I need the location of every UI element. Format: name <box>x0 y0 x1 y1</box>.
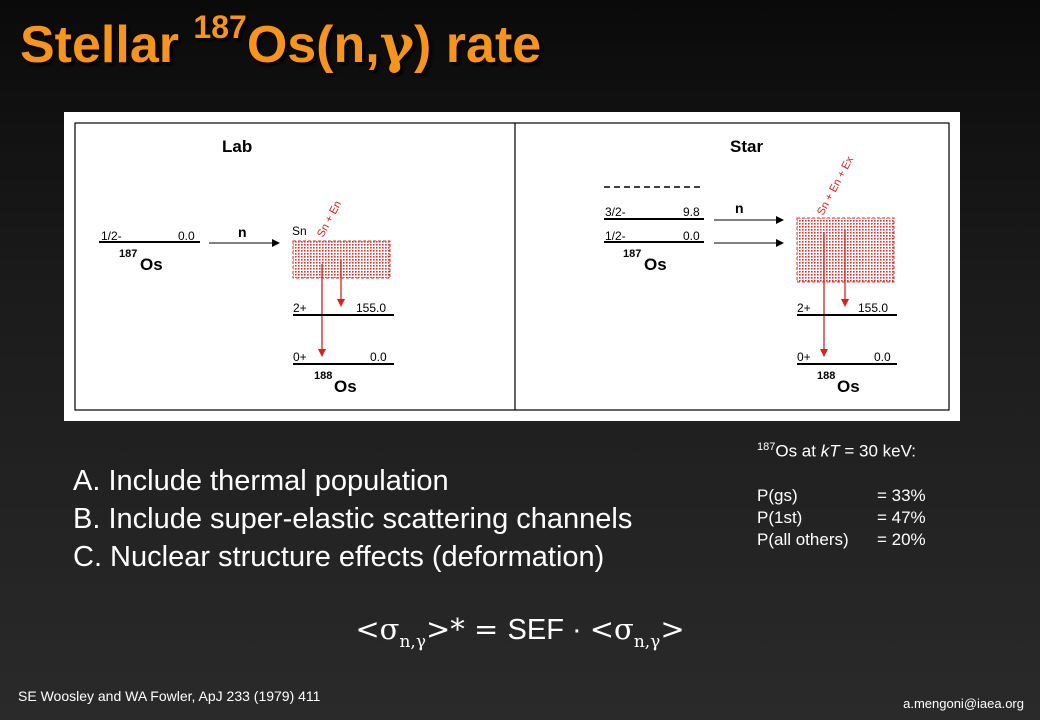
star-level0-energy: 0.0 <box>874 350 891 364</box>
slide-title: Stellar 187Os(n,γ) rate <box>20 8 542 75</box>
lab-heading: Lab <box>222 137 252 156</box>
author-email: a.mengoni@iaea.org <box>903 696 1024 711</box>
star-projectile-label: n <box>735 200 744 216</box>
population-box: 187Os at kT = 30 keV: P(gs) = 33% P(1st) =… <box>757 436 926 551</box>
lab-target-spin: 1/2- <box>101 229 122 243</box>
star-target-element: Os <box>644 255 667 274</box>
star-excited-spin: 3/2- <box>605 205 626 219</box>
lab-panel: Lab 1/2- 0.0 187 Os n Sn Sn + En 2+ 155.… <box>99 137 394 396</box>
population-row: P(all others) = 20% <box>757 529 926 549</box>
star-excited-energy: 9.8 <box>683 205 700 219</box>
lab-target-element: Os <box>140 255 163 274</box>
level-scheme-diagram: Lab 1/2- 0.0 187 Os n Sn Sn + En 2+ 155.… <box>64 112 960 421</box>
lab-level0-spin: 0+ <box>293 350 307 364</box>
star-target-energy: 0.0 <box>683 229 700 243</box>
population-row: P(1st) = 47% <box>757 507 926 527</box>
lab-projectile-label: n <box>238 224 247 240</box>
lab-sn-label: Sn <box>292 224 307 238</box>
bullet-item-a: A. Include thermal population <box>73 465 449 497</box>
population-row: P(gs) = 33% <box>757 485 926 505</box>
sef-formula: <σn,γ>* = SEF · <σn,γ> <box>355 612 685 652</box>
lab-target-mass: 187 <box>119 248 137 260</box>
star-target-mass: 187 <box>623 248 641 260</box>
star-target-spin: 1/2- <box>605 229 626 243</box>
citation: SE Woosley and WA Fowler, ApJ 233 (1979)… <box>18 688 321 704</box>
lab-product-mass: 188 <box>314 370 332 382</box>
population-header: 187Os at kT = 30 keV: <box>757 441 917 461</box>
star-level0-spin: 0+ <box>797 350 811 364</box>
bullet-item-b: B. Include super-elastic scattering chan… <box>73 503 633 535</box>
level-scheme-svg: Lab 1/2- 0.0 187 Os n Sn Sn + En 2+ 155.… <box>74 122 950 411</box>
lab-band-label: Sn + En <box>315 199 344 239</box>
star-product-element: Os <box>837 377 860 396</box>
bullet-item-c: C. Nuclear structure effects (deformatio… <box>73 541 605 573</box>
lab-level2-spin: 2+ <box>293 301 307 315</box>
star-heading: Star <box>730 137 763 156</box>
star-level2-energy: 155.0 <box>858 301 888 315</box>
diagram-frame <box>74 122 950 411</box>
bullet-list: A. Include thermal population B. Include… <box>73 462 632 576</box>
lab-target-energy: 0.0 <box>178 229 195 243</box>
lab-level2-energy: 155.0 <box>356 301 386 315</box>
lab-product-element: Os <box>334 377 357 396</box>
star-level2-spin: 2+ <box>797 301 811 315</box>
lab-level0-energy: 0.0 <box>370 350 387 364</box>
star-band-label: Sn + En + Ex <box>815 154 856 217</box>
star-product-mass: 188 <box>817 370 835 382</box>
star-panel: Star 3/2- 9.8 1/2- 0.0 187 Os n Sn + En … <box>604 137 897 396</box>
